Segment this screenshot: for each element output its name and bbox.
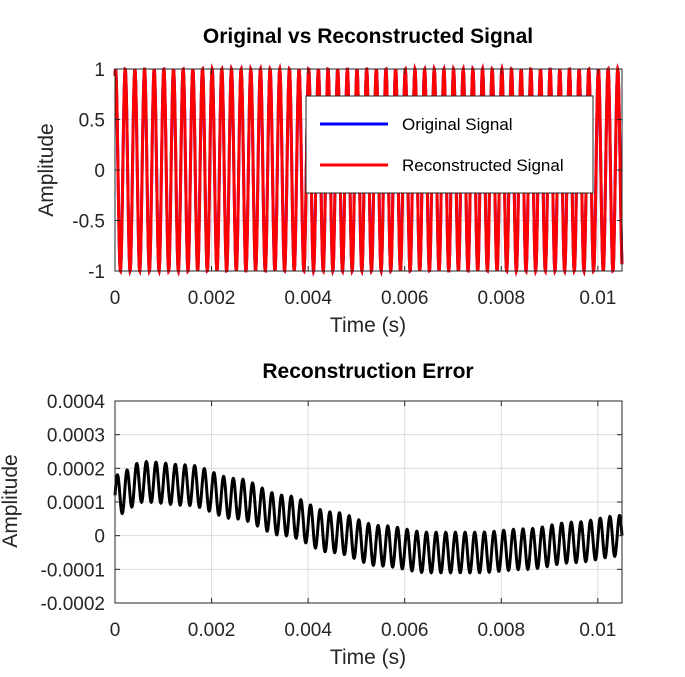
bottom-x-tick-label: 0.01 [579, 620, 616, 641]
top-x-tick-label: 0.01 [579, 288, 616, 309]
bottom-y-tick-label: 0.0001 [47, 493, 105, 514]
legend-label-original: Original Signal [402, 115, 513, 134]
bottom-y-tick-label: 0.0002 [47, 459, 105, 480]
series-line-error [113, 459, 624, 575]
top-chart-title: Original vs Reconstructed Signal [203, 25, 533, 48]
top-x-tick-label: 0 [110, 288, 121, 309]
top-legend: Original Signal Reconstructed Signal [305, 95, 594, 194]
bottom-x-tick-label: 0.002 [188, 620, 236, 641]
bottom-series [113, 459, 624, 575]
top-x-axis-label: Time (s) [330, 314, 406, 337]
top-x-tick-label: 0.004 [284, 288, 332, 309]
bottom-x-tick-label: 0 [110, 620, 121, 641]
bottom-y-tick-label: 0 [94, 527, 105, 548]
bottom-x-tick-label: 0.008 [478, 620, 526, 641]
top-chart: 0 0.002 0.004 0.006 0.008 0.01 -1 -0.5 0 0.5 1 Ori… [35, 25, 624, 337]
bottom-y-tick-label: -0.0001 [41, 560, 105, 581]
bottom-x-tick-label: 0.004 [284, 620, 332, 641]
legend-box [305, 95, 594, 194]
bottom-y-axis-label: Amplitude [0, 454, 22, 547]
bottom-y-tick-label: 0.0003 [47, 426, 105, 447]
top-y-tick-label: 0.5 [79, 111, 105, 132]
bottom-chart: 0 0.002 0.004 0.006 0.008 0.01 -0.0002 -0.0001 0… [0, 360, 624, 669]
bottom-x-axis-label: Time (s) [330, 646, 406, 669]
top-ticks: 0 0.002 0.004 0.006 0.008 0.01 -1 -0.5 0 0.5 1 [72, 60, 622, 309]
bottom-x-tick-label: 0.006 [381, 620, 429, 641]
top-y-tick-label: -0.5 [72, 212, 105, 233]
bottom-chart-title: Reconstruction Error [262, 360, 473, 383]
top-y-tick-label: 1 [94, 60, 105, 81]
top-x-tick-label: 0.002 [188, 288, 236, 309]
top-y-tick-label: -1 [88, 262, 105, 283]
bottom-ticks: 0 0.002 0.004 0.006 0.008 0.01 -0.0002 -0.0001 0… [41, 392, 622, 641]
top-x-tick-label: 0.006 [381, 288, 429, 309]
top-y-tick-label: 0 [94, 161, 105, 182]
bottom-y-tick-label: -0.0002 [41, 594, 105, 615]
top-x-tick-label: 0.008 [478, 288, 526, 309]
legend-label-reconstructed: Reconstructed Signal [402, 156, 564, 175]
bottom-y-tick-label: 0.0004 [47, 392, 106, 413]
top-y-axis-label: Amplitude [35, 123, 58, 216]
